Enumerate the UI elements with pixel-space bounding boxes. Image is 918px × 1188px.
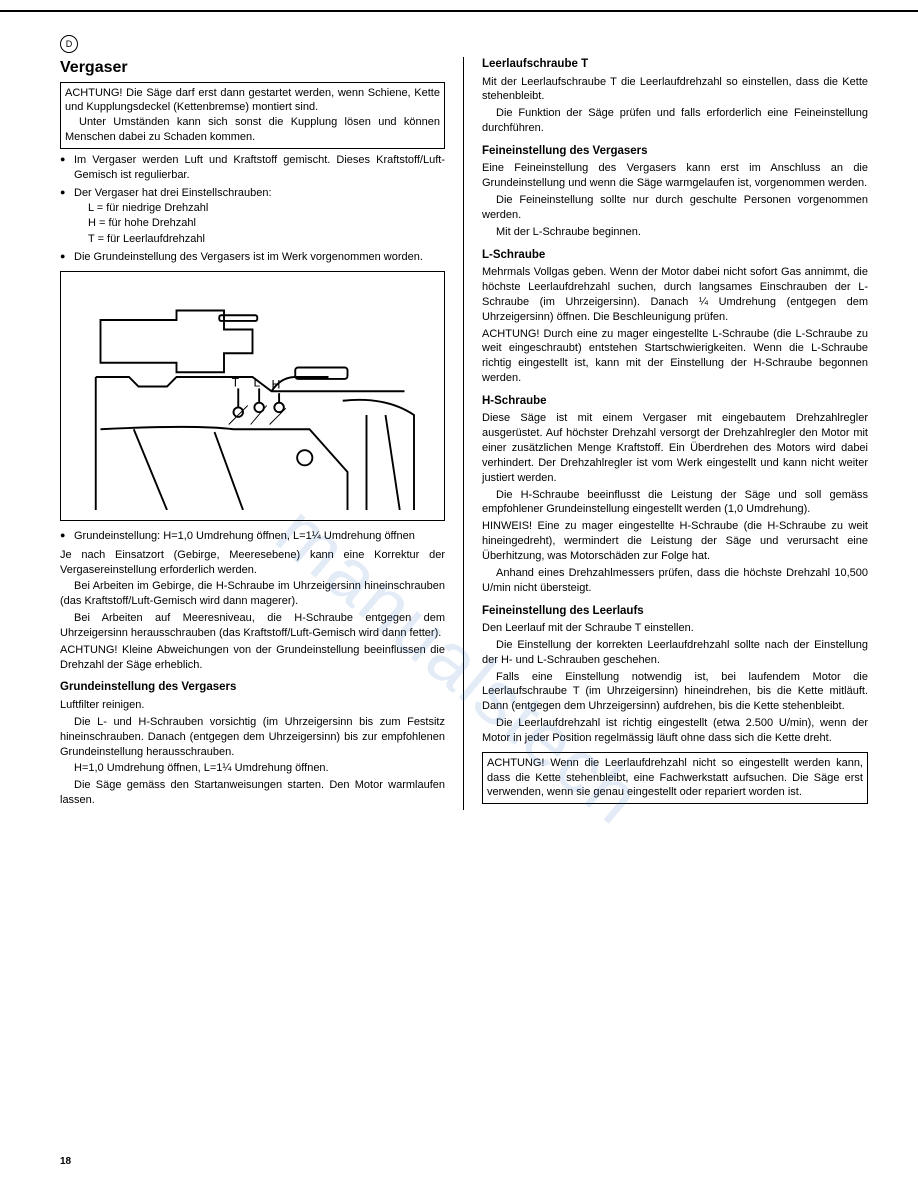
fl-p3: Falls eine Einstellung notwendig ist, be…	[482, 670, 868, 715]
l-p1: Mehrmals Vollgas geben. Wenn der Motor d…	[482, 265, 868, 324]
heading-h-schraube: H-Schraube	[482, 394, 868, 410]
warning-box-1: ACHTUNG! Die Säge darf erst dann gestart…	[60, 82, 445, 149]
main-title: Vergaser	[60, 57, 445, 79]
heading-leerlauf-t: Leerlaufschraube T	[482, 57, 868, 73]
screw-list: L = für niedrige Drehzahl H = für hohe D…	[74, 201, 445, 248]
warning-text-2: ACHTUNG! Wenn die Leerlaufdrehzahl nicht…	[487, 757, 863, 799]
top-rule	[0, 10, 918, 12]
bullet-list-2: Grundeinstellung: H=1,0 Umdrehung öffnen…	[60, 529, 445, 544]
bullet-4: Grundeinstellung: H=1,0 Umdrehung öffnen…	[60, 529, 445, 544]
grund-p4: Die Säge gemäss den Startanweisungen sta…	[60, 778, 445, 808]
fl-p1: Den Leerlauf mit der Schraube T einstell…	[482, 621, 868, 636]
right-column: Leerlaufschraube T Mit der Leerlaufschra…	[464, 57, 868, 810]
fl-p4: Die Leerlaufdrehzahl ist richtig eingest…	[482, 716, 868, 746]
warning-text-1b: Unter Umständen kann sich sonst die Kupp…	[65, 115, 440, 145]
h-p3: HINWEIS! Eine zu mager eingestellte H-Sc…	[482, 519, 868, 564]
page-number: 18	[60, 1155, 71, 1169]
label-t: T	[232, 375, 240, 389]
language-marker: D	[60, 35, 78, 53]
bullet-list-1: Im Vergaser werden Luft und Kraftstoff g…	[60, 153, 445, 265]
content-columns: Vergaser ACHTUNG! Die Säge darf erst dan…	[60, 57, 868, 810]
carburetor-diagram: T L H	[60, 271, 445, 521]
bullet-1: Im Vergaser werden Luft und Kraftstoff g…	[60, 153, 445, 183]
diagram-svg: T L H	[71, 282, 434, 510]
para-meer: Bei Arbeiten auf Meeresniveau, die H-Sch…	[60, 611, 445, 641]
screw-t: T = für Leerlaufdrehzahl	[88, 232, 445, 247]
bullet-2-text: Der Vergaser hat drei Einstellschrauben:	[74, 187, 272, 199]
l-p2: ACHTUNG! Durch eine zu mager eingestellt…	[482, 327, 868, 386]
label-h: H	[272, 377, 281, 391]
h-p1: Diese Säge ist mit einem Vergaser mit ei…	[482, 411, 868, 485]
grund-p3: H=1,0 Umdrehung öffnen, L=1¼ Umdrehung ö…	[60, 761, 445, 776]
screw-h: H = für hohe Drehzahl	[88, 216, 445, 231]
screw-l: L = für niedrige Drehzahl	[88, 201, 445, 216]
bullet-3: Die Grundeinstellung des Vergasers ist i…	[60, 250, 445, 265]
language-letter: D	[66, 38, 73, 50]
leer-p2: Die Funktion der Säge prüfen und falls e…	[482, 106, 868, 136]
fein-p1: Eine Feineinstellung des Vergasers kann …	[482, 161, 868, 191]
warning-text-1a: ACHTUNG! Die Säge darf erst dann gestart…	[65, 87, 440, 114]
para-gebirge: Bei Arbeiten im Gebirge, die H-Schraube …	[60, 579, 445, 609]
para-achtung: ACHTUNG! Kleine Abweichungen von der Gru…	[60, 643, 445, 673]
heading-grundeinstellung: Grundeinstellung des Vergasers	[60, 680, 445, 696]
bullet-2: Der Vergaser hat drei Einstellschrauben:…	[60, 186, 445, 247]
label-l: L	[253, 375, 260, 389]
grund-p2: Die L- und H-Schrauben vorsichtig (im Uh…	[60, 715, 445, 760]
warning-box-2: ACHTUNG! Wenn die Leerlaufdrehzahl nicht…	[482, 752, 868, 805]
heading-l-schraube: L-Schraube	[482, 248, 868, 264]
h-p2: Die H-Schraube beeinflusst die Leistung …	[482, 488, 868, 518]
h-p4: Anhand eines Drehzahlmessers prüfen, das…	[482, 566, 868, 596]
heading-feineinstellung: Feineinstellung des Vergasers	[482, 144, 868, 160]
fl-p2: Die Einstellung der korrekten Leerlaufdr…	[482, 638, 868, 668]
grund-p1: Luftfilter reinigen.	[60, 698, 445, 713]
left-column: Vergaser ACHTUNG! Die Säge darf erst dan…	[60, 57, 464, 810]
heading-fein-leerlauf: Feineinstellung des Leerlaufs	[482, 604, 868, 620]
fein-p2: Die Feineinstellung sollte nur durch ges…	[482, 193, 868, 223]
fein-p3: Mit der L-Schraube beginnen.	[482, 225, 868, 240]
leer-p1: Mit der Leerlaufschraube T die Leerlaufd…	[482, 75, 868, 105]
para-location: Je nach Einsatzort (Gebirge, Meeresebene…	[60, 548, 445, 578]
